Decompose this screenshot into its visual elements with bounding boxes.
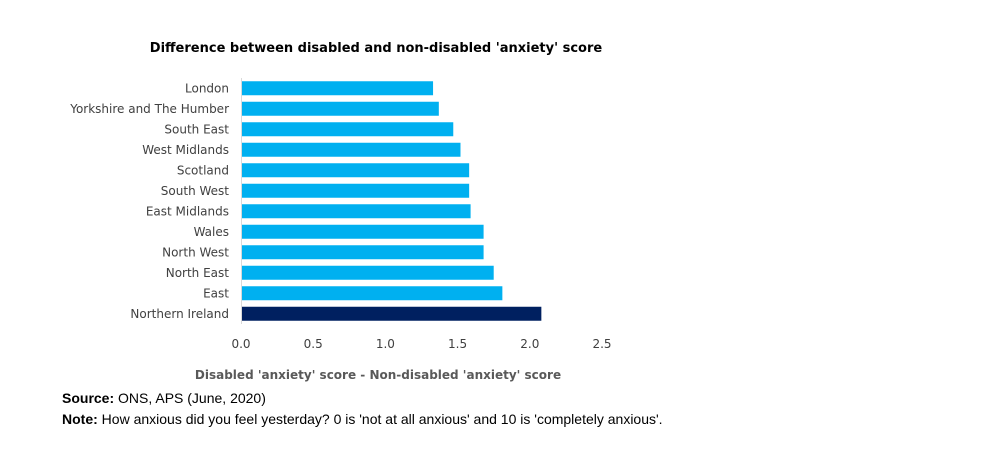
bar-london (241, 81, 434, 96)
category-label: Scotland (177, 163, 229, 177)
note-label: Note: (62, 411, 98, 427)
bar-south-west (241, 183, 470, 198)
category-label: East (203, 286, 229, 300)
category-label: South East (164, 122, 229, 136)
bar-east-midlands (241, 204, 471, 219)
category-label: South West (161, 184, 229, 198)
bar-scotland (241, 163, 470, 178)
x-tick-label: 1.0 (376, 337, 395, 351)
source-note: Source: ONS, APS (June, 2020) (62, 390, 266, 406)
bar-north-west (241, 245, 484, 260)
category-labels: London Yorkshire and The Humber South East… (69, 81, 229, 321)
x-tick-label: 0.0 (231, 337, 250, 351)
category-label: Wales (194, 225, 229, 239)
category-label: North West (162, 245, 229, 259)
x-tick-label: 1.5 (448, 337, 467, 351)
bar-south-east (241, 122, 454, 137)
x-axis-label: Disabled 'anxiety' score - Non-disabled … (195, 368, 561, 382)
note-text-line: Note: How anxious did you feel yesterday… (62, 411, 663, 427)
category-label: North East (166, 266, 230, 280)
bar-west-midlands (241, 142, 461, 157)
bar-north-east (241, 265, 494, 280)
bars-group (241, 81, 542, 321)
chart-title: Difference between disabled and non-disa… (150, 41, 603, 56)
category-label: East Midlands (146, 204, 229, 218)
bar-chart: Difference between disabled and non-disa… (69, 41, 611, 382)
category-label: London (185, 81, 229, 95)
bar-northern-ireland (241, 306, 542, 321)
note-text: How anxious did you feel yesterday? 0 is… (97, 411, 663, 427)
bar-east (241, 286, 503, 301)
bar-yorkshire-and-the-humber (241, 101, 439, 116)
x-tick-label: 2.0 (520, 337, 539, 351)
category-label: Yorkshire and The Humber (69, 102, 229, 116)
source-text: ONS, APS (June, 2020) (114, 390, 266, 406)
x-tick-label: 2.5 (592, 337, 611, 351)
category-label: West Midlands (142, 143, 229, 157)
category-label: Northern Ireland (130, 307, 229, 321)
bar-wales (241, 224, 484, 239)
x-tick-label: 0.5 (304, 337, 323, 351)
x-tick-labels: 0.0 0.5 1.0 1.5 2.0 2.5 (231, 337, 611, 351)
source-label: Source: (62, 390, 115, 406)
